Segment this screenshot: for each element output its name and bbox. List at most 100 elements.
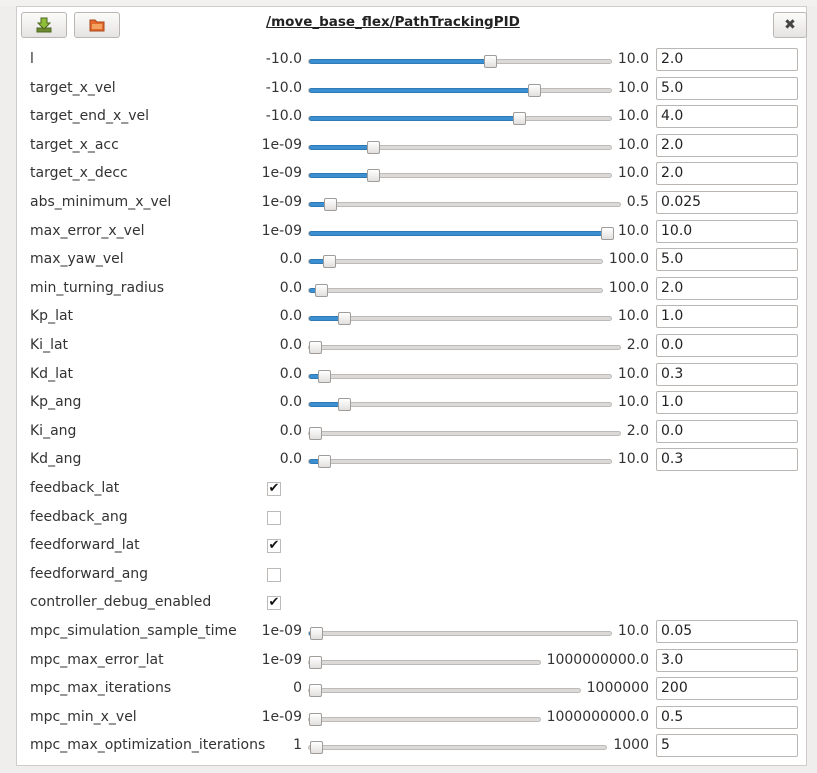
slider-track[interactable]: [308, 169, 612, 183]
slider-handle[interactable]: [317, 369, 331, 383]
slider-handle[interactable]: [527, 83, 541, 97]
slider-min-label: -10.0: [265, 51, 302, 67]
window-top-strip: [0, 0, 817, 6]
slider-track[interactable]: [308, 112, 612, 126]
checkbox[interactable]: ✔: [267, 595, 281, 611]
slider-track[interactable]: [308, 226, 614, 240]
slider-min-label: 1: [293, 737, 302, 754]
slider-track[interactable]: [308, 198, 621, 211]
slider-handle[interactable]: [513, 112, 527, 126]
slider-track[interactable]: [308, 741, 608, 755]
slider-track[interactable]: [308, 140, 612, 154]
checkbox[interactable]: [267, 510, 281, 525]
param-name: l: [30, 51, 34, 67]
slider-max-label: 10.0: [617, 79, 649, 96]
value-field[interactable]: 2.0: [656, 162, 798, 186]
slider-track[interactable]: [308, 627, 612, 640]
slider-handle[interactable]: [309, 426, 322, 440]
slider-track[interactable]: [308, 655, 541, 669]
checkbox[interactable]: ✔: [267, 481, 281, 496]
param-row-mpc-simulation-sample-time: mpc_simulation_sample_time 1e-09 10.0 0.05: [0, 619, 817, 647]
slider-min-label: 0: [293, 680, 302, 697]
slider-min-label: 1e-09: [261, 222, 302, 239]
param-name: feedforward_ang: [30, 565, 149, 582]
slider-handle[interactable]: [309, 684, 322, 698]
slider-max-label: 2.0: [626, 422, 649, 439]
slider-track[interactable]: [308, 398, 612, 412]
value-field[interactable]: 0.0: [656, 419, 798, 443]
close-button[interactable]: ✖: [773, 12, 807, 38]
value-field[interactable]: 0.3: [656, 362, 798, 386]
param-row-feedback-ang: feedback_ang: [0, 505, 817, 533]
slider-track[interactable]: [308, 455, 612, 469]
checkbox[interactable]: ✔: [267, 538, 281, 554]
slider-track[interactable]: [308, 426, 621, 440]
param-row-mpc-min-x-vel: mpc_min_x_vel 1e-09 1000000000.0 0.5: [0, 705, 817, 733]
slider-track[interactable]: [308, 55, 612, 68]
slider-handle[interactable]: [309, 712, 322, 726]
param-row-kp-lat: Kp_lat 0.0 10.0 1.0: [0, 304, 817, 332]
slider-track[interactable]: [308, 369, 612, 383]
save-button[interactable]: [21, 12, 67, 38]
value-field[interactable]: 4.0: [656, 105, 798, 129]
param-name: target_x_decc: [30, 165, 128, 182]
slider-min-label: 1e-09: [261, 623, 302, 639]
value-field[interactable]: 0.05: [656, 620, 798, 643]
param-name: Ki_ang: [30, 422, 77, 439]
slider-handle[interactable]: [338, 312, 352, 326]
slider-handle[interactable]: [314, 283, 328, 297]
slider-handle[interactable]: [323, 255, 337, 269]
slider-handle[interactable]: [338, 398, 352, 412]
value-field[interactable]: 2.0: [656, 48, 798, 71]
param-name: feedforward_lat: [30, 537, 140, 554]
slider-handle[interactable]: [367, 169, 381, 183]
value-field[interactable]: 1.0: [656, 305, 798, 329]
slider-track[interactable]: [308, 83, 612, 97]
checkbox[interactable]: [267, 567, 281, 582]
slider-handle[interactable]: [310, 741, 324, 755]
slider-handle[interactable]: [309, 341, 322, 354]
value-field[interactable]: 2.0: [656, 133, 798, 157]
param-name: feedback_ang: [30, 508, 128, 525]
value-field[interactable]: 0.0: [656, 334, 798, 357]
slider-handle[interactable]: [317, 455, 331, 469]
slider-track[interactable]: [308, 312, 612, 326]
load-button[interactable]: [74, 12, 120, 38]
slider-fill: [309, 59, 491, 64]
slider-min-label: 1e-09: [261, 194, 302, 210]
slider-track[interactable]: [308, 255, 603, 269]
slider-handle[interactable]: [367, 140, 381, 154]
slider-min-label: 0.0: [279, 337, 302, 353]
param-name: target_x_acc: [30, 136, 119, 153]
value-field[interactable]: 0.5: [656, 705, 798, 729]
slider-handle[interactable]: [324, 198, 338, 211]
slider-handle[interactable]: [484, 55, 498, 68]
slider-handle[interactable]: [600, 226, 614, 240]
value-field[interactable]: 10.0: [656, 219, 798, 243]
slider-min-label: -10.0: [265, 79, 302, 96]
value-field[interactable]: 2.0: [656, 276, 798, 300]
value-field[interactable]: 5.0: [656, 248, 798, 272]
param-row-max-error-x-vel: max_error_x_vel 1e-09 10.0 10.0: [0, 219, 817, 247]
slider-handle[interactable]: [310, 627, 324, 640]
value-field[interactable]: 5.0: [656, 76, 798, 100]
param-row-kd-ang: Kd_ang 0.0 10.0 0.3: [0, 447, 817, 475]
value-field[interactable]: 0.025: [656, 191, 798, 214]
slider-track[interactable]: [308, 712, 541, 726]
close-x-icon: ✖: [784, 17, 796, 33]
window-bottom-strip: [0, 766, 817, 773]
slider-track[interactable]: [308, 341, 621, 354]
param-row-mpc-max-error-lat: mpc_max_error_lat 1e-09 1000000000.0 3.0: [0, 648, 817, 676]
param-name: feedback_lat: [30, 480, 120, 496]
slider-track[interactable]: [308, 283, 603, 297]
slider-max-label: 100.0: [608, 251, 649, 268]
value-field[interactable]: 5: [656, 734, 798, 758]
value-field[interactable]: 0.3: [656, 448, 798, 472]
slider-track[interactable]: [308, 684, 581, 698]
param-name: target_x_vel: [30, 79, 116, 96]
value-field[interactable]: 1.0: [656, 391, 798, 415]
param-row-kd-lat: Kd_lat 0.0 10.0 0.3: [0, 362, 817, 390]
value-field[interactable]: 3.0: [656, 648, 798, 672]
slider-handle[interactable]: [309, 655, 322, 669]
value-field[interactable]: 200: [656, 677, 798, 701]
